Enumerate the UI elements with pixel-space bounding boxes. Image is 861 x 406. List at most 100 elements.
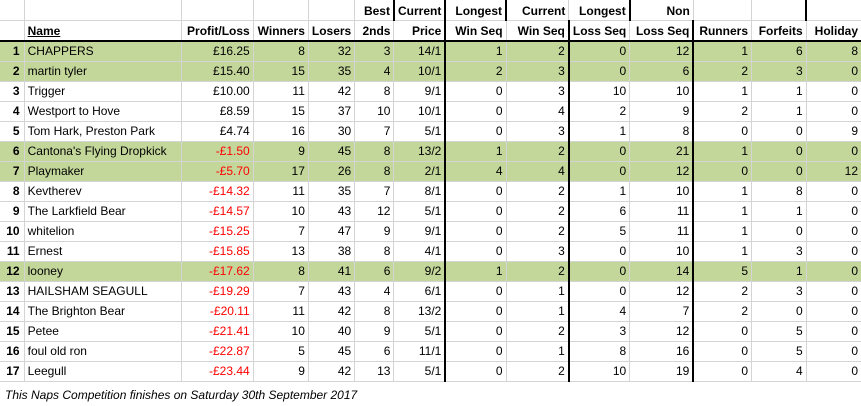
header-winners[interactable]: Winners bbox=[253, 20, 309, 42]
cell-best-price[interactable]: 10/1 bbox=[393, 101, 447, 122]
cell-profit-loss[interactable]: -£15.25 bbox=[181, 221, 254, 242]
cell-current-loss-seq[interactable]: 1 bbox=[568, 181, 631, 202]
cell-seconds[interactable]: 3 bbox=[354, 41, 395, 62]
header-current-win-top[interactable]: Current bbox=[392, 0, 447, 21]
cell-longest-win-seq[interactable]: 2 bbox=[506, 201, 570, 222]
cell-name[interactable]: foul old ron bbox=[24, 341, 183, 362]
cell-position[interactable]: 14 bbox=[0, 301, 25, 322]
cell-current-win-seq[interactable]: 0 bbox=[445, 101, 507, 122]
cell-holiday[interactable]: 0 bbox=[806, 261, 861, 282]
cell-non-runners[interactable]: 2 bbox=[693, 301, 753, 322]
cell-holiday[interactable]: 0 bbox=[806, 241, 861, 262]
cell-holiday[interactable]: 0 bbox=[806, 281, 861, 302]
cell-forfeits[interactable]: 1 bbox=[751, 201, 807, 222]
cell-losers[interactable]: 40 bbox=[308, 321, 356, 342]
cell-longest-loss-seq[interactable]: 21 bbox=[629, 141, 695, 162]
header-current-win[interactable]: Win Seq bbox=[445, 20, 507, 42]
cell-current-win-seq[interactable]: 0 bbox=[445, 341, 507, 362]
cell-non-runners[interactable]: 0 bbox=[693, 121, 753, 142]
cell-longest-win-seq[interactable]: 2 bbox=[506, 321, 570, 342]
cell-current-win-seq[interactable]: 0 bbox=[445, 181, 507, 202]
header-name[interactable]: Name bbox=[27, 24, 61, 38]
cell-forfeits[interactable]: 0 bbox=[751, 141, 807, 162]
cell-current-loss-seq[interactable]: 0 bbox=[568, 141, 631, 162]
cell-holiday[interactable]: 0 bbox=[806, 81, 861, 102]
cell-winners[interactable]: 10 bbox=[253, 201, 309, 222]
cell-longest-loss-seq[interactable]: 12 bbox=[629, 41, 695, 62]
cell-profit-loss[interactable]: -£15.85 bbox=[181, 241, 254, 262]
cell-position[interactable]: 13 bbox=[0, 281, 25, 302]
cell-longest-loss-seq[interactable]: 19 bbox=[629, 361, 695, 382]
header-longest-loss[interactable]: Loss Seq bbox=[629, 20, 695, 42]
cell-losers[interactable]: 45 bbox=[308, 141, 356, 162]
cell-longest-loss-seq[interactable]: 12 bbox=[629, 161, 695, 182]
cell-longest-win-seq[interactable]: 2 bbox=[506, 261, 570, 282]
cell-losers[interactable]: 42 bbox=[308, 81, 356, 102]
cell-longest-win-seq[interactable]: 2 bbox=[506, 221, 570, 242]
cell-forfeits[interactable]: 6 bbox=[751, 41, 807, 62]
cell-current-win-seq[interactable]: 0 bbox=[445, 321, 507, 342]
cell-name[interactable]: Trigger bbox=[24, 81, 183, 102]
cell-seconds[interactable]: 9 bbox=[354, 221, 395, 242]
header-longest-win-top[interactable]: Longest bbox=[445, 0, 508, 21]
cell-seconds[interactable]: 8 bbox=[354, 301, 395, 322]
cell-position[interactable]: 12 bbox=[0, 261, 25, 282]
cell-non-runners[interactable]: 5 bbox=[693, 261, 753, 282]
cell-current-loss-seq[interactable]: 4 bbox=[568, 301, 631, 322]
cell-name[interactable]: HAILSHAM SEAGULL bbox=[24, 281, 183, 302]
cell-winners[interactable]: 17 bbox=[253, 161, 309, 182]
cell-best-price[interactable]: 9/2 bbox=[393, 261, 447, 282]
cell-losers[interactable]: 30 bbox=[308, 121, 356, 142]
cell-forfeits[interactable]: 5 bbox=[751, 341, 807, 362]
cell-forfeits[interactable]: 1 bbox=[751, 101, 807, 122]
cell-position[interactable]: 17 bbox=[0, 361, 25, 382]
cell-seconds[interactable]: 6 bbox=[354, 341, 395, 362]
cell-losers[interactable]: 45 bbox=[308, 341, 356, 362]
cell-non-runners[interactable]: 1 bbox=[693, 81, 753, 102]
cell-longest-win-seq[interactable]: 3 bbox=[506, 241, 570, 262]
cell-seconds[interactable]: 9 bbox=[354, 321, 395, 342]
cell-best-price[interactable]: 8/1 bbox=[393, 181, 447, 202]
cell-forfeits[interactable]: 3 bbox=[751, 61, 807, 82]
cell-profit-loss[interactable]: £8.59 bbox=[181, 101, 254, 122]
cell-seconds[interactable]: 8 bbox=[354, 141, 395, 162]
cell-position[interactable]: 4 bbox=[0, 101, 25, 122]
cell-longest-loss-seq[interactable]: 12 bbox=[629, 281, 695, 302]
cell-position[interactable]: 15 bbox=[0, 321, 25, 342]
cell-current-win-seq[interactable]: 0 bbox=[445, 121, 507, 142]
cell-holiday[interactable]: 0 bbox=[806, 361, 861, 382]
cell-profit-loss[interactable]: £4.74 bbox=[181, 121, 254, 142]
cell-winners[interactable]: 9 bbox=[253, 141, 309, 162]
cell-best-price[interactable]: 5/1 bbox=[393, 321, 447, 342]
cell-longest-loss-seq[interactable]: 10 bbox=[629, 81, 695, 102]
cell-non-runners[interactable]: 1 bbox=[693, 41, 753, 62]
cell-seconds[interactable]: 4 bbox=[354, 281, 395, 302]
cell-longest-win-seq[interactable]: 2 bbox=[506, 41, 570, 62]
cell-longest-loss-seq[interactable]: 14 bbox=[629, 261, 695, 282]
cell-winners[interactable]: 11 bbox=[253, 81, 309, 102]
cell-current-loss-seq[interactable]: 5 bbox=[568, 221, 631, 242]
cell-current-loss-seq[interactable]: 10 bbox=[568, 361, 631, 382]
header-non-runners-top[interactable]: Non bbox=[629, 0, 694, 21]
cell-longest-win-seq[interactable]: 4 bbox=[506, 101, 570, 122]
cell-longest-loss-seq[interactable]: 7 bbox=[629, 301, 695, 322]
cell-current-win-seq[interactable]: 0 bbox=[445, 361, 507, 382]
cell-losers[interactable]: 35 bbox=[308, 181, 356, 202]
cell-holiday[interactable]: 0 bbox=[806, 101, 861, 122]
cell-seconds[interactable]: 6 bbox=[354, 261, 395, 282]
header-forfeits[interactable]: Forfeits bbox=[751, 20, 807, 42]
cell-name[interactable]: looney bbox=[24, 261, 183, 282]
cell-longest-loss-seq[interactable]: 6 bbox=[629, 61, 695, 82]
cell-longest-win-seq[interactable]: 1 bbox=[506, 301, 570, 322]
cell-losers[interactable]: 35 bbox=[308, 61, 356, 82]
cell-winners[interactable]: 11 bbox=[253, 301, 309, 322]
cell-profit-loss[interactable]: £15.40 bbox=[181, 61, 254, 82]
cell-best-price[interactable]: 9/1 bbox=[393, 81, 447, 102]
header-longest-win[interactable]: Win Seq bbox=[506, 20, 570, 42]
cell-losers[interactable]: 47 bbox=[308, 221, 356, 242]
header-seconds[interactable]: 2nds bbox=[354, 20, 395, 42]
cell-profit-loss[interactable]: £10.00 bbox=[181, 81, 254, 102]
cell-position[interactable]: 7 bbox=[0, 161, 25, 182]
cell-best-price[interactable]: 9/1 bbox=[393, 221, 447, 242]
cell-seconds[interactable]: 4 bbox=[354, 61, 395, 82]
